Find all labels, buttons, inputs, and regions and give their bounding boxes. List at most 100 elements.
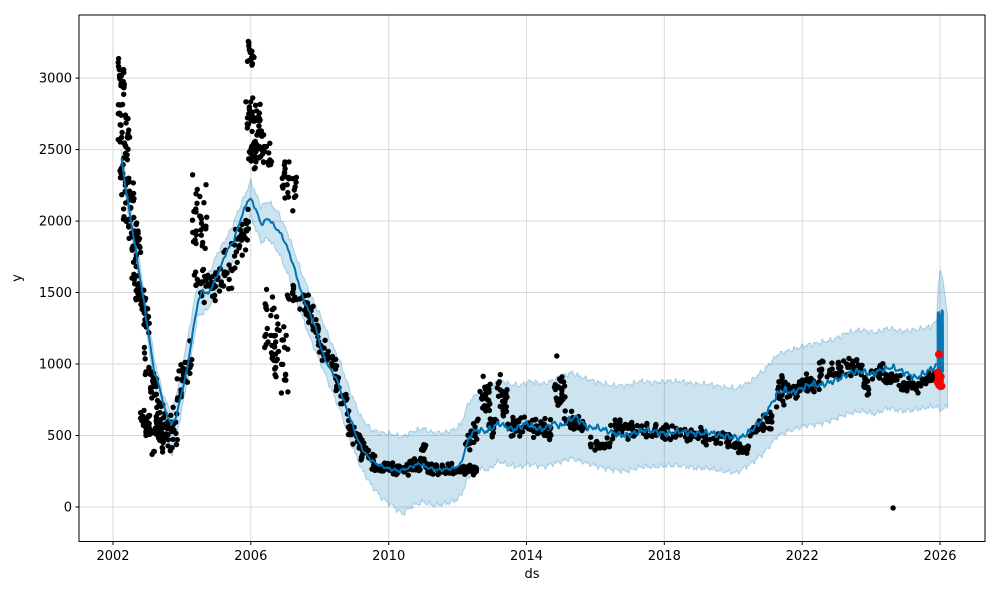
- observation-point: [247, 49, 253, 56]
- observation-point: [198, 227, 204, 233]
- observation-point: [244, 125, 250, 131]
- observation-point: [273, 358, 279, 364]
- observation-point: [787, 393, 793, 399]
- observation-point: [477, 388, 483, 395]
- x-tick-label: 2022: [786, 549, 819, 564]
- observation-point: [547, 417, 554, 423]
- observation-point: [285, 194, 292, 200]
- observation-point: [816, 379, 822, 385]
- observation-point: [145, 313, 152, 320]
- observation-point: [252, 154, 258, 160]
- observation-point: [126, 223, 132, 229]
- observation-point: [264, 325, 270, 332]
- observation-point: [599, 443, 605, 449]
- x-tick-label: 2010: [372, 549, 405, 564]
- observation-point: [154, 397, 161, 404]
- observation-point: [291, 194, 298, 201]
- observation-point: [204, 214, 210, 220]
- observation-point: [608, 422, 614, 429]
- y-tick-label: 2000: [39, 215, 72, 230]
- observation-point: [510, 414, 516, 421]
- observation-point: [250, 95, 256, 101]
- observation-point: [254, 132, 260, 138]
- observation-point: [236, 245, 242, 251]
- observation-point: [239, 221, 245, 228]
- future-observation-point: [937, 382, 946, 391]
- observation-point: [865, 384, 871, 391]
- observation-point: [202, 245, 208, 252]
- observation-point: [297, 306, 303, 312]
- observation-point: [245, 206, 251, 212]
- observation-point: [146, 424, 152, 431]
- observation-point: [290, 286, 297, 292]
- observation-point: [457, 468, 463, 474]
- observation-point: [192, 269, 199, 275]
- observation-point: [865, 391, 872, 397]
- observation-point: [129, 247, 135, 253]
- observation-point: [555, 384, 561, 390]
- observation-point: [120, 206, 127, 212]
- observation-point: [280, 361, 286, 368]
- observation-point: [474, 418, 480, 424]
- observation-point: [467, 466, 473, 473]
- observation-point: [280, 182, 287, 188]
- observation-point: [533, 416, 539, 423]
- observation-point: [546, 436, 553, 443]
- observation-point: [263, 286, 270, 293]
- isolated-observation-point: [890, 505, 896, 511]
- observation-point: [228, 285, 235, 291]
- observation-point: [269, 355, 275, 362]
- observation-point: [267, 140, 273, 146]
- observation-point: [270, 332, 277, 339]
- observation-point: [164, 420, 170, 427]
- observation-point: [269, 307, 276, 313]
- observation-point: [573, 419, 579, 425]
- observation-point: [271, 343, 278, 350]
- observation-point: [197, 193, 203, 200]
- observation-point: [405, 472, 411, 478]
- observation-point: [329, 362, 336, 368]
- observation-point: [293, 179, 299, 185]
- observation-point: [592, 447, 598, 453]
- observation-point: [149, 395, 155, 401]
- observation-point: [430, 471, 436, 477]
- observation-point: [557, 399, 563, 405]
- observation-point: [604, 435, 610, 441]
- observation-point: [148, 389, 154, 395]
- observation-point: [276, 327, 282, 334]
- observation-point: [275, 321, 281, 327]
- observation-point: [212, 283, 219, 290]
- x-tick-label: 2006: [234, 549, 267, 564]
- observation-point: [631, 433, 637, 439]
- observation-point: [508, 433, 514, 439]
- observation-point: [286, 159, 292, 165]
- observation-point: [212, 292, 218, 298]
- observation-point: [150, 379, 156, 386]
- observation-point: [128, 193, 134, 199]
- observation-point: [244, 115, 251, 121]
- observation-point: [588, 434, 594, 440]
- observation-point: [499, 398, 506, 404]
- uncertainty-band-layer: [121, 149, 949, 517]
- observation-point: [266, 150, 272, 156]
- observation-point: [273, 339, 279, 345]
- observation-point: [322, 337, 328, 343]
- observation-point: [193, 232, 199, 238]
- observation-point: [137, 249, 144, 255]
- observation-point: [263, 331, 269, 338]
- observation-point: [829, 360, 835, 366]
- observation-point: [198, 220, 205, 227]
- y-tick-label: 1500: [39, 286, 72, 301]
- observation-point: [222, 272, 228, 279]
- observation-point: [165, 443, 171, 449]
- observation-point: [622, 421, 629, 428]
- observation-point: [260, 132, 267, 138]
- observation-point: [473, 468, 479, 475]
- observation-point: [333, 387, 339, 394]
- observation-point: [262, 344, 268, 351]
- observation-point: [470, 421, 477, 427]
- observation-point: [119, 129, 125, 136]
- observation-point: [414, 465, 421, 471]
